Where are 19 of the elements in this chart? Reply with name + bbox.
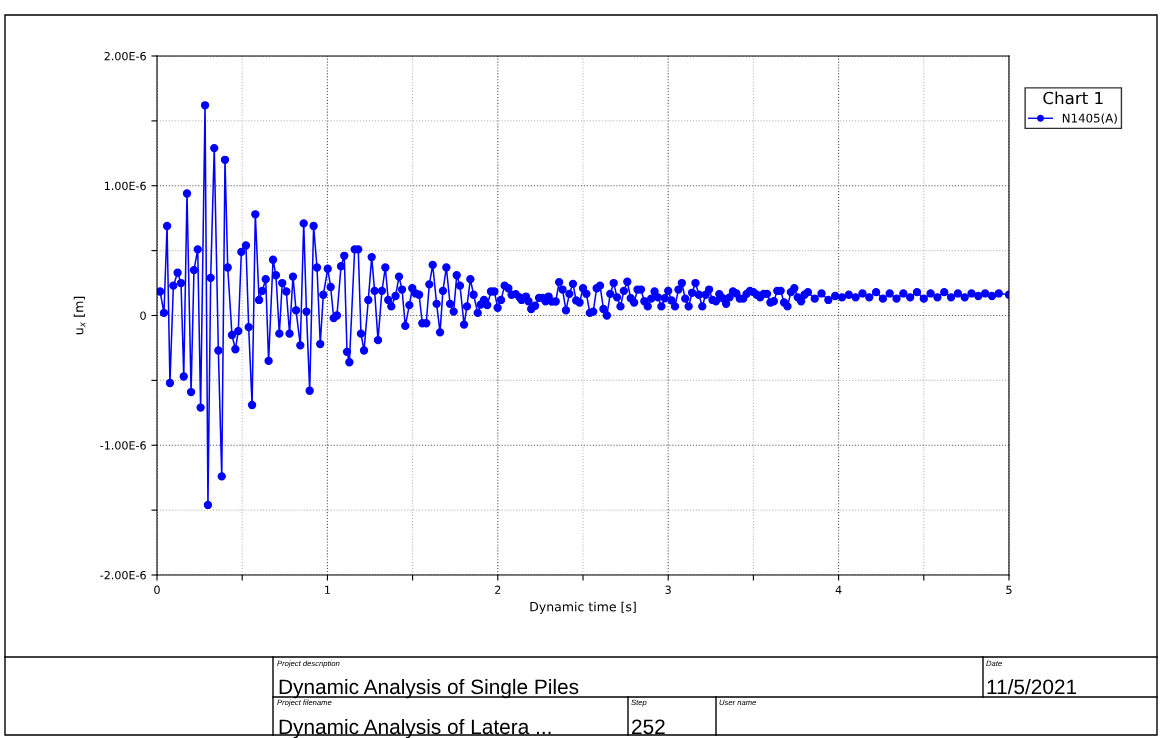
- x-tick-label: 0: [154, 585, 160, 595]
- text: 252: [632, 719, 665, 735]
- y-tick-label: -1.00E-6: [100, 441, 146, 450]
- legend-label: N1405(A): [1062, 113, 1117, 124]
- text: Dynamic Analysis of Single Piles: [279, 678, 579, 699]
- y-tick-label: 1.00E-6: [104, 181, 146, 191]
- x-tick-label: 2: [495, 585, 501, 594]
- x-tick-label: 1: [325, 585, 330, 594]
- y-tick-label: -2.00E-6: [100, 570, 146, 580]
- x-tick-label: 3: [665, 585, 671, 595]
- legend-title: Chart 1: [1043, 91, 1103, 105]
- y-tick-label: 0: [140, 311, 146, 320]
- y-axis-title: u$_{x}$ [m]: [73, 296, 86, 335]
- text: 11/5/2021: [987, 678, 1077, 695]
- x-tick-label: 5: [1006, 585, 1012, 595]
- y-tick-label: 2.00E-6: [104, 51, 146, 61]
- x-tick-label: 4: [835, 585, 842, 594]
- text: Dynamic Analysis of Latera ...: [279, 718, 551, 738]
- x-axis-title: Dynamic time [s]: [530, 601, 636, 614]
